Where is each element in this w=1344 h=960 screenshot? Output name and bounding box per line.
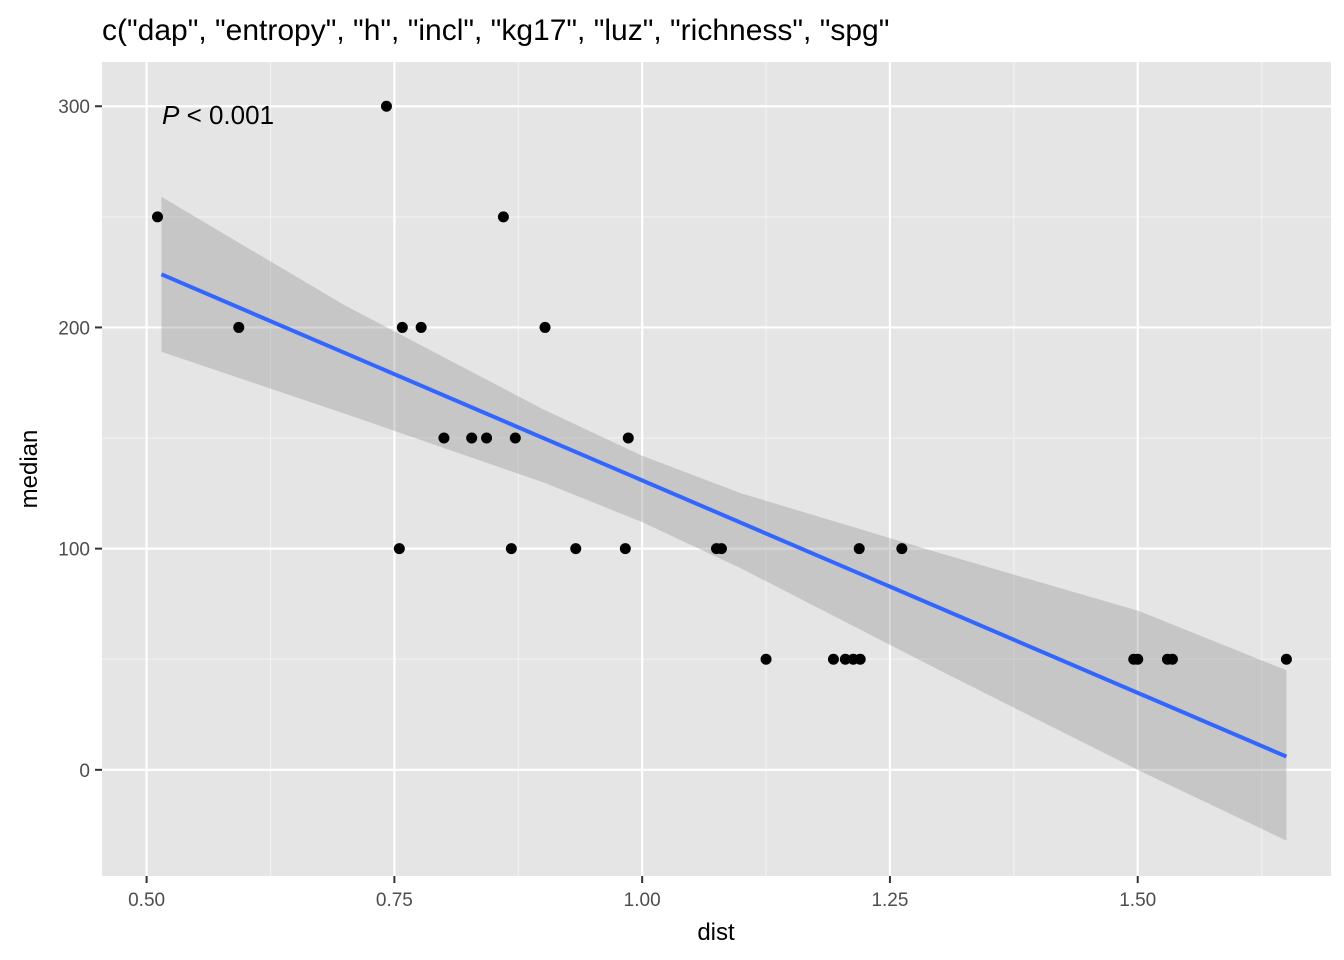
y-tick-label: 300	[58, 97, 90, 118]
data-point	[415, 321, 427, 333]
data-point	[233, 321, 245, 333]
data-point	[396, 321, 408, 333]
data-point	[839, 653, 851, 665]
y-tick-label: 100	[58, 540, 90, 561]
x-tick-label: 1.00	[624, 890, 661, 911]
data-point	[505, 543, 517, 555]
minor-gridlines	[102, 62, 1331, 876]
data-point	[715, 543, 727, 555]
chart-title: c("dap", "entropy", "h", "incl", "kg17",…	[102, 14, 889, 47]
data-point	[760, 653, 772, 665]
data-point	[466, 432, 478, 444]
x-axis-title: dist	[697, 919, 735, 946]
fit-line-layer	[160, 272, 1288, 759]
data-point	[497, 211, 509, 223]
x-axis: 0.50 0.75 1.00 1.25 1.50	[128, 876, 1156, 911]
data-point	[438, 432, 450, 444]
data-point	[896, 543, 908, 555]
data-point	[481, 432, 493, 444]
y-axis-title: median	[16, 430, 43, 509]
confidence-band	[161, 196, 1287, 841]
data-point	[1280, 653, 1292, 665]
p-value-annotation: P < 0.001	[162, 100, 274, 130]
confidence-band-layer	[161, 196, 1287, 841]
data-point	[1132, 653, 1144, 665]
data-point	[619, 543, 631, 555]
data-points	[152, 100, 1292, 665]
p-value-italic: P	[162, 100, 180, 130]
x-tick-label: 0.50	[128, 890, 165, 911]
data-point	[853, 543, 865, 555]
y-tick-label: 200	[58, 318, 90, 339]
data-point	[152, 211, 164, 223]
x-tick-label: 1.50	[1119, 890, 1156, 911]
y-tick-label: 0	[79, 761, 90, 782]
data-point	[380, 100, 392, 112]
data-point	[827, 653, 839, 665]
data-point	[539, 321, 551, 333]
y-axis: 0 100 200 300	[58, 97, 102, 782]
data-point	[854, 653, 866, 665]
x-tick-label: 0.75	[376, 890, 413, 911]
plot-panel	[102, 62, 1331, 876]
regression-line	[160, 272, 1288, 759]
data-point	[509, 432, 521, 444]
p-value-text: < 0.001	[179, 100, 274, 130]
data-point	[1166, 653, 1178, 665]
data-point	[393, 543, 405, 555]
x-tick-label: 1.25	[871, 890, 908, 911]
data-point	[570, 543, 582, 555]
data-point	[622, 432, 634, 444]
